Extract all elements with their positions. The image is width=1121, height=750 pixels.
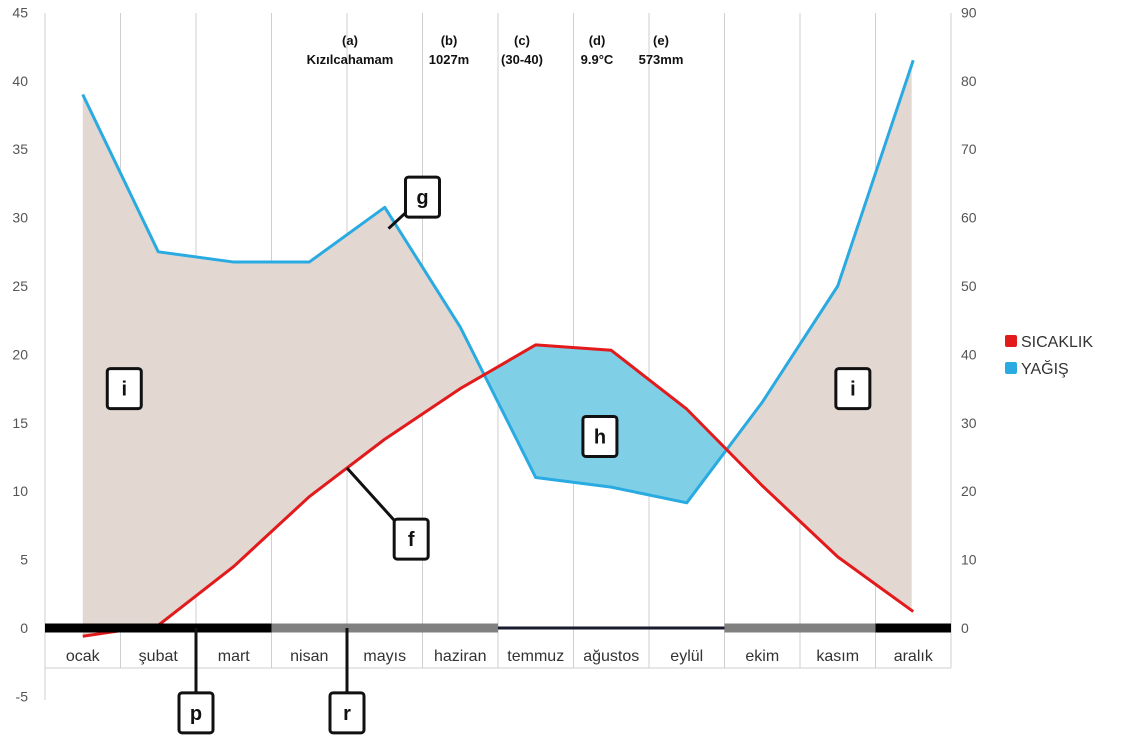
annotation-box: [328, 691, 366, 735]
station-info-label: (d): [589, 33, 606, 48]
surplus-area-right: [726, 65, 912, 611]
y-left-tick-label: 45: [12, 4, 28, 20]
y-right-tick-label: 80: [961, 73, 977, 89]
month-label: şubat: [139, 648, 179, 665]
annotation-box: [581, 414, 619, 458]
station-info-value: 573mm: [639, 52, 684, 67]
annotation-label: p: [190, 703, 202, 725]
annotation-label: r: [343, 703, 351, 725]
month-label: ekim: [745, 648, 779, 665]
annotation-label: g: [416, 187, 428, 209]
month-label: temmuz: [507, 648, 564, 665]
y-right-tick-label: 0: [961, 620, 969, 636]
y-right-tick-label: 30: [961, 415, 977, 431]
station-info-label: (b): [441, 33, 458, 48]
y-right-tick-label: 60: [961, 210, 977, 226]
season-band: [724, 623, 876, 633]
month-label: ocak: [66, 648, 101, 665]
station-info-value: 9.9°C: [581, 52, 614, 67]
annotation-label: i: [121, 379, 127, 401]
y-right-tick-label: 40: [961, 346, 977, 362]
y-left-tick-label: 15: [12, 415, 28, 431]
y-right-tick-label: 90: [961, 4, 977, 20]
y-left-tick-label: 30: [12, 210, 28, 226]
station-info-label: (c): [514, 33, 530, 48]
month-label: ağustos: [583, 648, 639, 665]
annotation-box: [404, 175, 441, 219]
annotation-box: [834, 367, 872, 411]
y-right-tick-label: 20: [961, 483, 977, 499]
precipitation-line: [81, 59, 915, 505]
station-info-value: (30-40): [501, 52, 543, 67]
season-band: [875, 623, 951, 633]
y-left-tick-label: 20: [12, 346, 28, 362]
y-left-tick-label: 25: [12, 278, 28, 294]
legend-label: SICAKLIK: [1021, 334, 1093, 351]
annotation-box: [105, 367, 143, 411]
y-right-tick-label: 50: [961, 278, 977, 294]
station-info-value: 1027m: [429, 52, 469, 67]
annotation-label: f: [408, 529, 415, 551]
y-left-tick-label: 5: [20, 552, 28, 568]
month-label: kasım: [816, 648, 859, 665]
surplus-area-left: [82, 94, 483, 637]
y-right-tick-label: 10: [961, 552, 977, 568]
temperature-line: [82, 343, 915, 638]
month-label: mayıs: [363, 648, 406, 665]
month-label: haziran: [434, 648, 486, 665]
annotation-label: i: [850, 379, 856, 401]
annotation-label: h: [594, 426, 606, 448]
legend-label: YAĞIŞ: [1021, 359, 1069, 378]
season-band: [498, 626, 725, 630]
y-left-tick-label: 35: [12, 141, 28, 157]
month-label: eylül: [670, 648, 703, 665]
month-label: aralık: [894, 648, 934, 665]
month-label: nisan: [290, 648, 328, 665]
y-left-tick-label: 10: [12, 483, 28, 499]
annotation-box: [177, 691, 215, 735]
y-left-tick-label: 0: [20, 620, 28, 636]
season-band: [45, 623, 272, 633]
month-label: mart: [218, 648, 251, 665]
y-left-tick-label: 40: [12, 73, 28, 89]
annotation-box: [392, 517, 430, 561]
station-info-label: (e): [653, 33, 669, 48]
station-info-label: (a): [342, 33, 358, 48]
season-band: [271, 623, 498, 633]
legend-swatch: [1005, 362, 1017, 374]
legend-swatch: [1005, 335, 1017, 347]
station-info-value: Kızılcahamam: [307, 52, 394, 67]
y-right-tick-label: 70: [961, 141, 977, 157]
y-left-tick-label: -5: [16, 688, 29, 704]
